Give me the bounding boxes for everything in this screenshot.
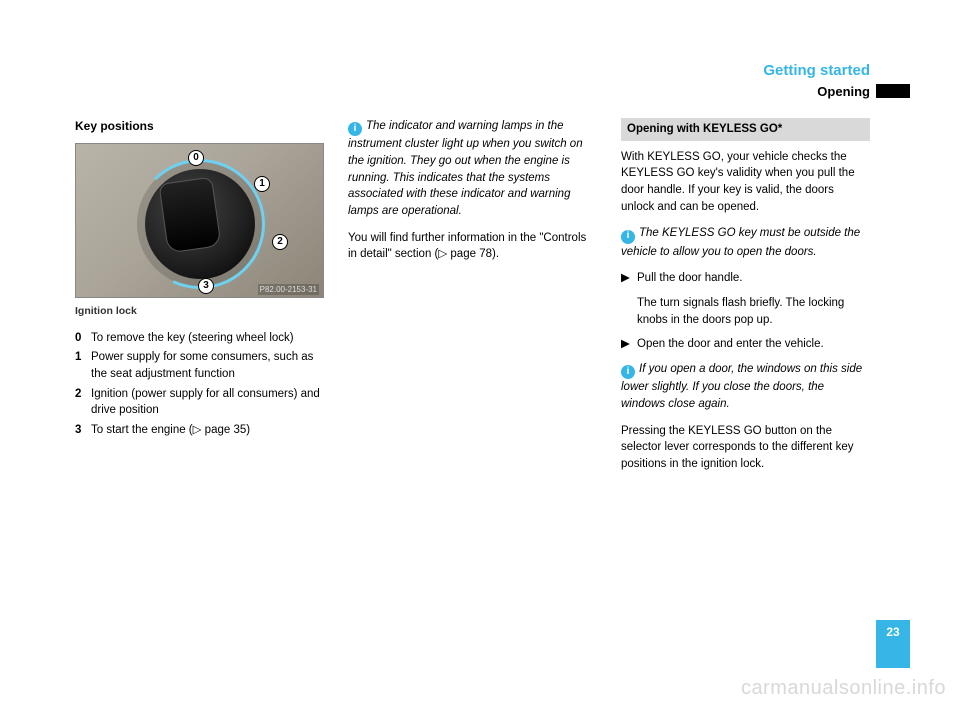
section-title: Opening: [817, 84, 870, 99]
item-number: 2: [75, 386, 91, 419]
thumb-tab: [876, 84, 910, 98]
step-item: ▶ Pull the door handle.: [621, 270, 870, 287]
info-icon: i: [348, 122, 362, 136]
paragraph: With KEYLESS GO, your vehicle checks the…: [621, 149, 870, 216]
item-text: Power supply for some consumers, such as…: [91, 349, 324, 382]
info-note: iThe KEYLESS GO key must be outside the …: [621, 225, 870, 260]
content-columns: Key positions 0 1 2 3 P82.00-2153-31 Ign…: [75, 118, 870, 483]
callout-3: 3: [198, 278, 214, 294]
step-result: The turn signals flash briefly. The lock…: [637, 295, 870, 328]
step-list: ▶ Pull the door handle.: [621, 270, 870, 287]
sub-heading: Opening with KEYLESS GO*: [621, 118, 870, 141]
column-3: Opening with KEYLESS GO* With KEYLESS GO…: [621, 118, 870, 483]
list-item: 3 To start the engine (▷ page 35): [75, 422, 324, 439]
info-icon: i: [621, 365, 635, 379]
chapter-title: Getting started: [763, 62, 870, 79]
item-text: To start the engine (▷ page 35): [91, 422, 324, 439]
page-number-strip: [876, 644, 910, 668]
figure-code: P82.00-2153-31: [258, 284, 319, 296]
step-arrow-icon: ▶: [621, 270, 637, 287]
paragraph: Pressing the KEYLESS GO button on the se…: [621, 423, 870, 473]
column-1: Key positions 0 1 2 3 P82.00-2153-31 Ign…: [75, 118, 324, 483]
info-icon: i: [621, 230, 635, 244]
item-number: 0: [75, 330, 91, 347]
info-text: The indicator and warning lamps in the i…: [348, 120, 583, 217]
step-item: ▶ Open the door and enter the vehicle.: [621, 336, 870, 353]
item-text: To remove the key (steering wheel lock): [91, 330, 324, 347]
item-text: Ignition (power supply for all consumers…: [91, 386, 324, 419]
figure-caption: Ignition lock: [75, 304, 324, 319]
callout-1: 1: [254, 176, 270, 192]
item-number: 3: [75, 422, 91, 439]
info-note: iIf you open a door, the windows on this…: [621, 361, 870, 413]
key-position-list: 0 To remove the key (steering wheel lock…: [75, 330, 324, 439]
step-text: Pull the door handle.: [637, 270, 870, 287]
list-item: 2 Ignition (power supply for all consume…: [75, 386, 324, 419]
page-number: 23: [876, 620, 910, 644]
col1-heading: Key positions: [75, 118, 324, 135]
watermark: carmanualsonline.info: [741, 677, 946, 700]
column-2: iThe indicator and warning lamps in the …: [348, 118, 597, 483]
list-item: 0 To remove the key (steering wheel lock…: [75, 330, 324, 347]
manual-page: Getting started Opening Key positions 0 …: [0, 0, 960, 708]
paragraph: You will find further information in the…: [348, 230, 597, 263]
step-text: Open the door and enter the vehicle.: [637, 336, 870, 353]
info-note: iThe indicator and warning lamps in the …: [348, 118, 597, 220]
list-item: 1 Power supply for some consumers, such …: [75, 349, 324, 382]
ignition-lock-figure: 0 1 2 3 P82.00-2153-31: [75, 143, 324, 298]
callout-2: 2: [272, 234, 288, 250]
arc-bottom: [116, 143, 283, 298]
info-text: The KEYLESS GO key must be outside the v…: [621, 227, 860, 257]
step-list: ▶ Open the door and enter the vehicle.: [621, 336, 870, 353]
item-number: 1: [75, 349, 91, 382]
info-text: If you open a door, the windows on this …: [621, 363, 862, 410]
step-arrow-icon: ▶: [621, 336, 637, 353]
